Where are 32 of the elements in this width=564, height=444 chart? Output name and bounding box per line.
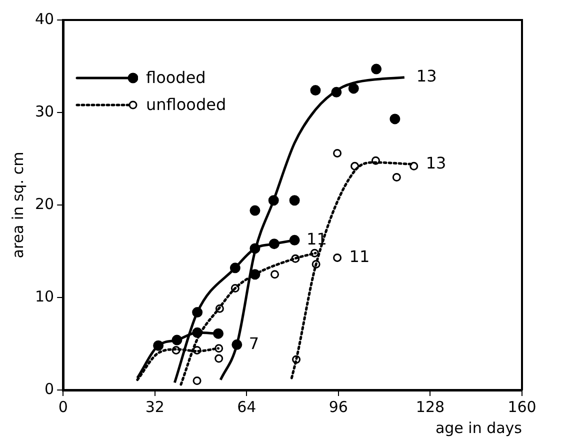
point [371, 64, 382, 74]
x-tick-label: 128 [416, 398, 445, 416]
x-tick-label: 160 [508, 398, 536, 416]
point [250, 205, 260, 216]
x-tick-label: 64 [237, 398, 256, 416]
y-tick-label: 30 [34, 102, 54, 120]
x-tick-label: 0 [58, 398, 68, 416]
point [348, 83, 359, 94]
point [270, 270, 280, 279]
annotation: 11 [349, 246, 370, 266]
legend-label: flooded [146, 68, 206, 87]
y-axis-title: area in sq. cm [8, 152, 27, 258]
y-tick-label: 40 [34, 10, 54, 28]
point [192, 376, 202, 385]
point [392, 173, 401, 182]
point [333, 148, 342, 158]
point [289, 195, 300, 206]
annotation: 7 [248, 334, 260, 353]
point [310, 85, 321, 96]
annotation: 13 [416, 66, 437, 86]
x-tick-label: 96 [328, 398, 348, 416]
point [410, 162, 418, 170]
annotation: 13 [426, 153, 446, 172]
y-tick-label: 20 [34, 194, 54, 213]
x-axis-title: age in days [435, 418, 522, 437]
y-tick-label: 10 [34, 287, 54, 306]
legend-label: unflooded [146, 95, 226, 114]
x-tick-label: 32 [145, 398, 164, 416]
point [390, 114, 400, 124]
point [214, 354, 224, 363]
y-tick-label: 0 [44, 380, 54, 398]
point [333, 253, 342, 262]
